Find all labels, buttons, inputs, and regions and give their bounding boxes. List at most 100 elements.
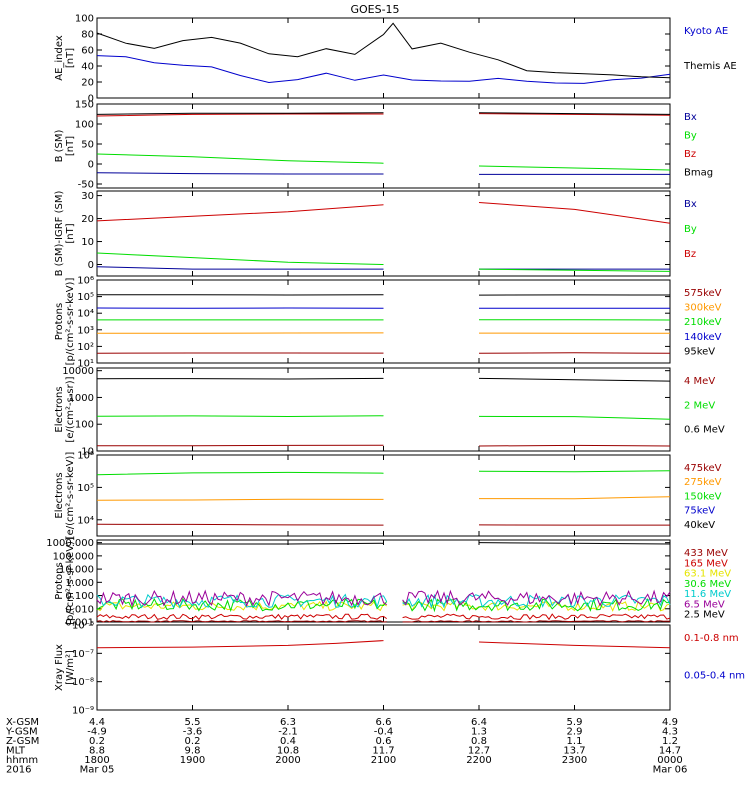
y-axis-label: B (SM) bbox=[54, 129, 65, 162]
ephemeris-value: 1800 bbox=[84, 755, 109, 766]
figure-title: GOES-15 bbox=[350, 3, 399, 16]
series-line-275kev bbox=[96, 496, 671, 501]
panel-frame bbox=[96, 17, 671, 99]
series-line-575kev bbox=[96, 352, 671, 354]
series-line-bmag bbox=[96, 112, 671, 115]
series-line-by bbox=[96, 153, 671, 171]
legend-entry: Bx bbox=[684, 112, 697, 123]
series-line-150kev bbox=[96, 470, 671, 476]
legend-entry: 95keV bbox=[684, 346, 715, 357]
panel-frame bbox=[96, 103, 671, 189]
ephemeris-value: 5.5 bbox=[185, 717, 201, 728]
panel-frame bbox=[96, 454, 671, 537]
panel-frame bbox=[96, 279, 671, 364]
ephemeris-value: 2000 bbox=[275, 755, 300, 766]
y-tick-label: 0 bbox=[88, 94, 94, 105]
legend-entry: Themis AE bbox=[683, 61, 737, 72]
y-tick-label: 1000 bbox=[69, 393, 94, 404]
panel-electrons_kev: 10⁴ 10⁵ 10⁶ Electrons [e/(cm²-s-sr-keV)] 475k… bbox=[54, 451, 722, 540]
y-tick-label: 30 bbox=[81, 191, 94, 202]
ephemeris-value: 14.7 bbox=[659, 746, 681, 757]
panel-bsm: -50 0 50 100 150 B (SM) [nT] Bx By Bz Bmag bbox=[54, 100, 713, 191]
ephemeris-value: 6.4 bbox=[471, 717, 487, 728]
panel-electrons_mev: 10 100 1000 10000 Electrons [e/(cm²-s-sr)] 4 M… bbox=[54, 366, 725, 457]
y-axis-label: Protons bbox=[54, 303, 65, 340]
y-tick-label: 100 bbox=[75, 420, 94, 431]
legend-entry: 63.1 MeV bbox=[684, 569, 731, 580]
ephemeris-value: 6.6 bbox=[376, 717, 392, 728]
ephemeris-value: 4.9 bbox=[662, 717, 678, 728]
panel-frame bbox=[96, 624, 671, 711]
series-line-433-mev bbox=[96, 620, 671, 623]
y-axis-label: Electrons bbox=[54, 472, 65, 518]
legend-entry: 2 MeV bbox=[684, 400, 715, 411]
series-line-4-mev bbox=[96, 444, 671, 447]
y-axis-label: [nT] bbox=[65, 48, 76, 68]
y-tick-label: 0.010 bbox=[65, 604, 94, 615]
y-tick-label: 10.000 bbox=[59, 565, 94, 576]
legend-entry: By bbox=[684, 224, 697, 235]
y-tick-label: 10 bbox=[81, 447, 94, 458]
series-line-0-1-0-8-nm bbox=[96, 640, 671, 649]
legend-entry: 75keV bbox=[684, 506, 715, 517]
y-tick-label: 10³ bbox=[77, 325, 94, 336]
ephemeris-value: 2200 bbox=[466, 755, 491, 766]
ephemeris-value: -3.6 bbox=[183, 727, 203, 738]
series-line-475kev bbox=[96, 523, 670, 526]
legend-entry: 4 MeV bbox=[684, 376, 715, 387]
ephemeris-value: 0.8 bbox=[471, 736, 487, 747]
y-tick-label: 1000.000 bbox=[46, 538, 94, 549]
ephemeris-value: 11.7 bbox=[372, 746, 394, 757]
series-line-bx bbox=[96, 266, 670, 270]
legend-entry: 210keV bbox=[684, 317, 722, 328]
panel-frame bbox=[96, 539, 671, 623]
y-tick-label: 10⁴ bbox=[77, 515, 94, 526]
legend-entry: Kyoto AE bbox=[684, 26, 728, 37]
ephemeris-value: 2100 bbox=[371, 755, 396, 766]
ephemeris-value: 1.3 bbox=[471, 727, 487, 738]
ephemeris-row-label: 2016 bbox=[6, 765, 31, 776]
y-axis-label: B (SM)-IGRF (SM) bbox=[54, 191, 65, 277]
legend-entry: 140keV bbox=[684, 332, 722, 343]
series-line-2-mev bbox=[96, 415, 671, 420]
y-axis-label: [W/m²] bbox=[65, 650, 76, 685]
ephemeris-value: 8.8 bbox=[89, 746, 105, 757]
ephemeris-value: 10.8 bbox=[277, 746, 299, 757]
ephemeris-table: X-GSM 4.4 5.5 6.3 6.6 6.4 5.9 4.9 Y-GSM -4.9 -3.6 -… bbox=[5, 717, 687, 776]
y-tick-label: 40 bbox=[81, 62, 94, 73]
y-tick-label: 10⁵ bbox=[77, 292, 94, 303]
series-line-6-5-mev bbox=[96, 589, 671, 608]
ephemeris-value: 13.7 bbox=[563, 746, 585, 757]
y-tick-label: 10⁻⁷ bbox=[72, 649, 94, 660]
ephemeris-value: 4.4 bbox=[89, 717, 105, 728]
series-line-by bbox=[96, 252, 671, 272]
series-line-kyoto-ae bbox=[96, 55, 671, 84]
ephemeris-value: 2300 bbox=[562, 755, 587, 766]
series-line-11-6-mev bbox=[96, 593, 671, 610]
ephemeris-value: 9.8 bbox=[185, 746, 201, 757]
legend-entry: 150keV bbox=[684, 491, 722, 502]
ephemeris-value: 1.2 bbox=[662, 736, 678, 747]
y-tick-label: 150 bbox=[75, 100, 94, 111]
legend-entry: By bbox=[684, 131, 697, 142]
y-tick-label: 10⁴ bbox=[77, 309, 94, 320]
y-tick-label: 10⁶ bbox=[77, 276, 94, 287]
y-tick-label: 80 bbox=[81, 30, 94, 41]
ephemeris-row-label: hhmm bbox=[6, 755, 38, 766]
y-tick-label: 10 bbox=[81, 237, 94, 248]
y-tick-label: 0.001 bbox=[65, 618, 94, 629]
y-tick-label: 10⁻⁶ bbox=[72, 621, 94, 632]
y-tick-label: 10⁻⁸ bbox=[72, 677, 94, 688]
y-tick-label: 0.100 bbox=[65, 591, 94, 602]
ephemeris-value: 4.3 bbox=[662, 727, 678, 738]
legend-entry: 575keV bbox=[684, 288, 722, 299]
y-tick-label: 10000 bbox=[62, 366, 94, 377]
legend-entry: 2.5 MeV bbox=[684, 610, 725, 621]
legend-entry: Bx bbox=[684, 199, 697, 210]
panel-ae: 0 20 40 60 80 100 AE_index [nT] Kyoto AE Themis A… bbox=[54, 14, 737, 105]
y-axis-label: Xray Flux bbox=[54, 644, 65, 691]
ephemeris-value: 0.6 bbox=[376, 736, 392, 747]
ephemeris-value: 2.9 bbox=[567, 727, 583, 738]
legend-entry: Bz bbox=[684, 149, 696, 160]
